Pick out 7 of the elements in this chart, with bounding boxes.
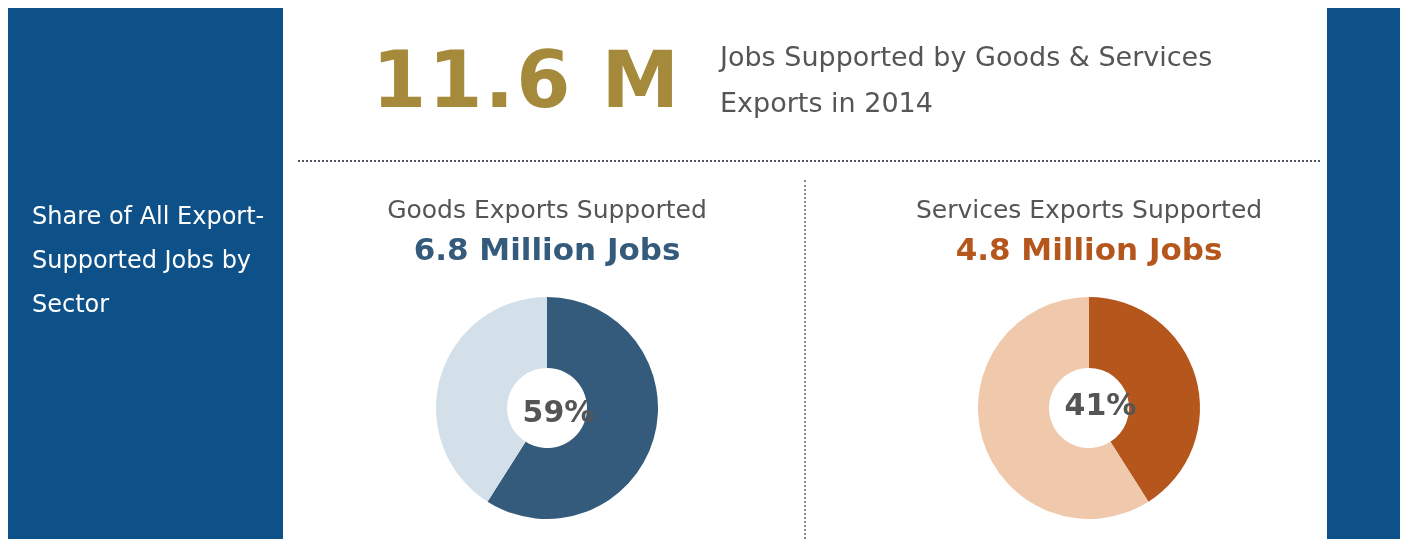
chart-subtitle: 6.8 Million Jobs — [413, 230, 681, 267]
text: Jobs Supported by Goods & Services Exports in 2014 — [720, 40, 1214, 120]
text: 11.6 M — [372, 34, 682, 127]
chart-title: Services Exports Supported — [915, 195, 1263, 224]
text: Share of All Export-Supported Jobs by Sector — [32, 201, 266, 320]
chart-subtitle: 4.8 Million Jobs — [955, 230, 1223, 267]
chart-title: Goods Exports Supported — [387, 195, 707, 224]
